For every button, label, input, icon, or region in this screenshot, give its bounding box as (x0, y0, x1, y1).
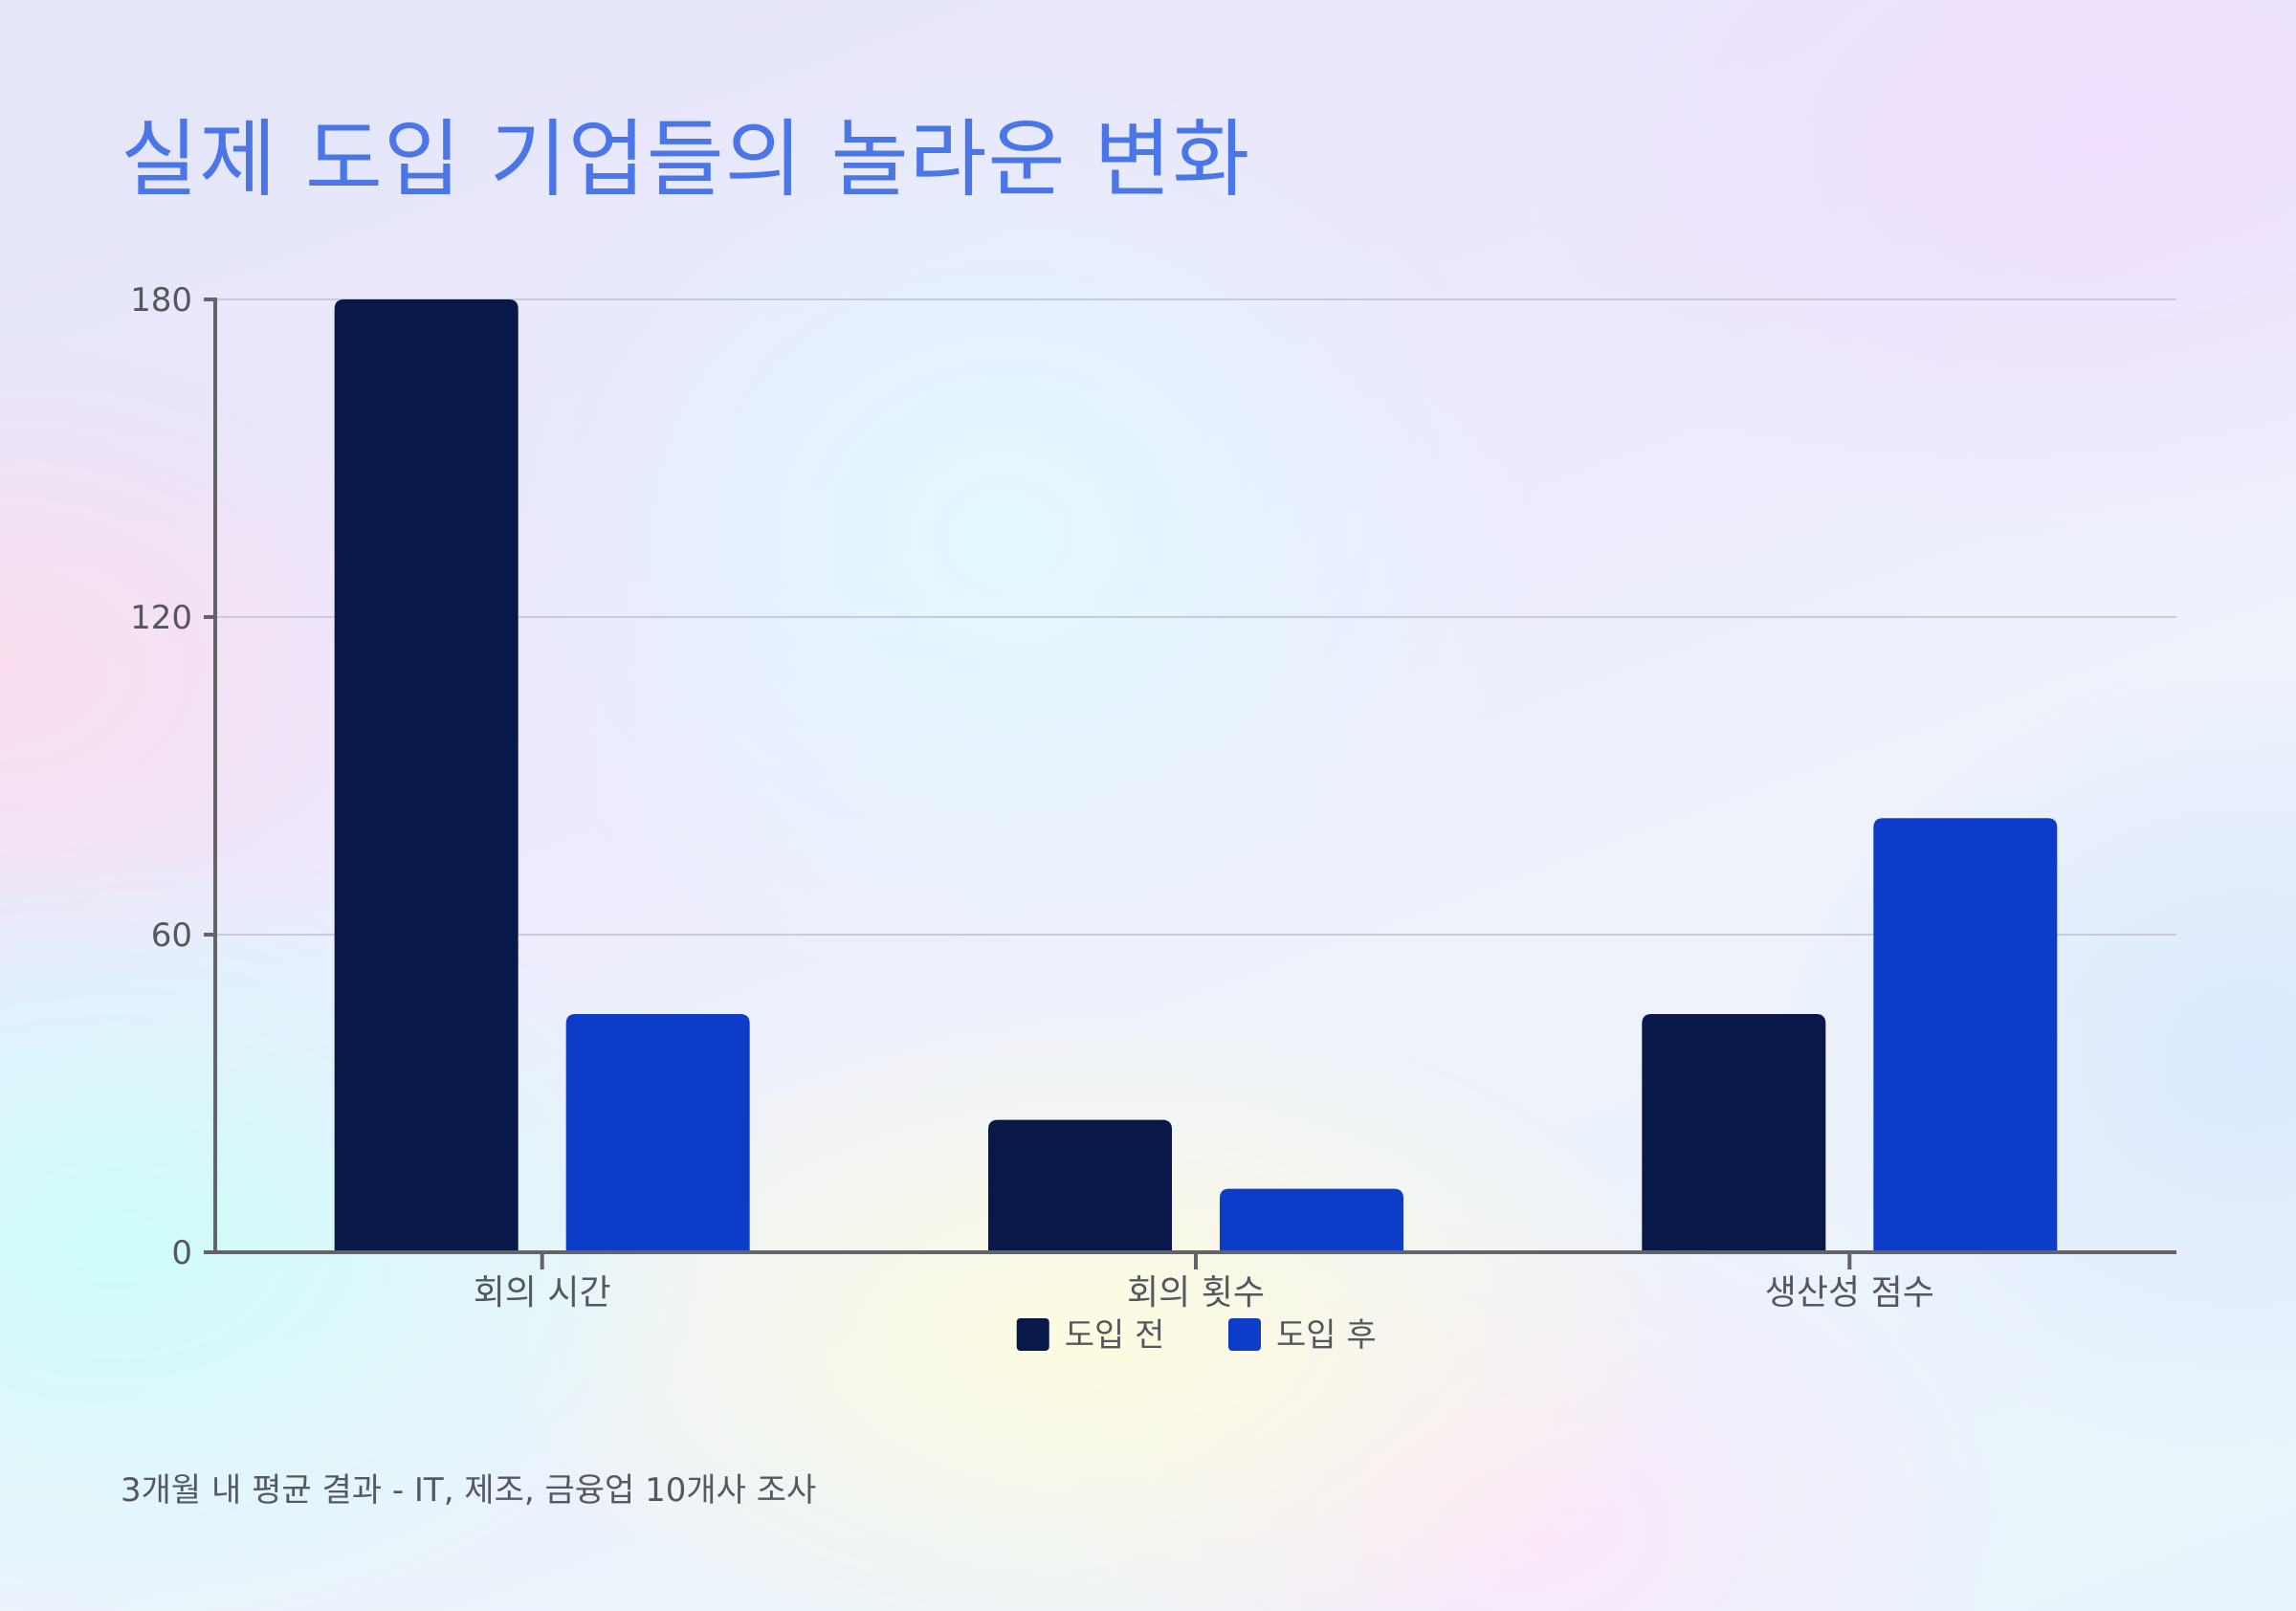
y-tick-label: 120 (130, 599, 192, 637)
legend-label: 도입 전 (1065, 1316, 1165, 1355)
y-tick-labels: 0 60 120 180 (130, 281, 192, 1272)
bars (334, 299, 2058, 1252)
bar (565, 1014, 750, 1252)
axes (204, 298, 2176, 1269)
legend-label: 도입 후 (1276, 1316, 1377, 1355)
y-tick-label: 180 (130, 281, 192, 320)
bar (1873, 818, 2058, 1252)
footnote: 3개월 내 평균 결과 - IT, 제조, 금융업 10개사 조사 (121, 1471, 817, 1510)
x-tick-label: 회의 횟수 (1127, 1273, 1265, 1313)
legend-swatch (1016, 1318, 1049, 1351)
gridlines (215, 298, 2176, 936)
bar (1642, 1014, 1826, 1252)
x-tick-label: 생산성 점수 (1765, 1273, 1934, 1313)
x-tick-labels: 회의 시간 회의 횟수 생산성 점수 (474, 1273, 1934, 1313)
x-tick-label: 회의 시간 (474, 1273, 611, 1313)
y-tick-label: 0 (171, 1234, 192, 1272)
legend-swatch (1228, 1318, 1261, 1351)
y-tick-label: 60 (151, 916, 192, 955)
bar (1220, 1188, 1403, 1252)
bar (988, 1119, 1172, 1252)
page-title: 실제 도입 기업들의 놀라운 변화 (121, 110, 1251, 209)
bar (334, 299, 519, 1252)
legend: 도입 전 도입 후 (1016, 1316, 1377, 1355)
